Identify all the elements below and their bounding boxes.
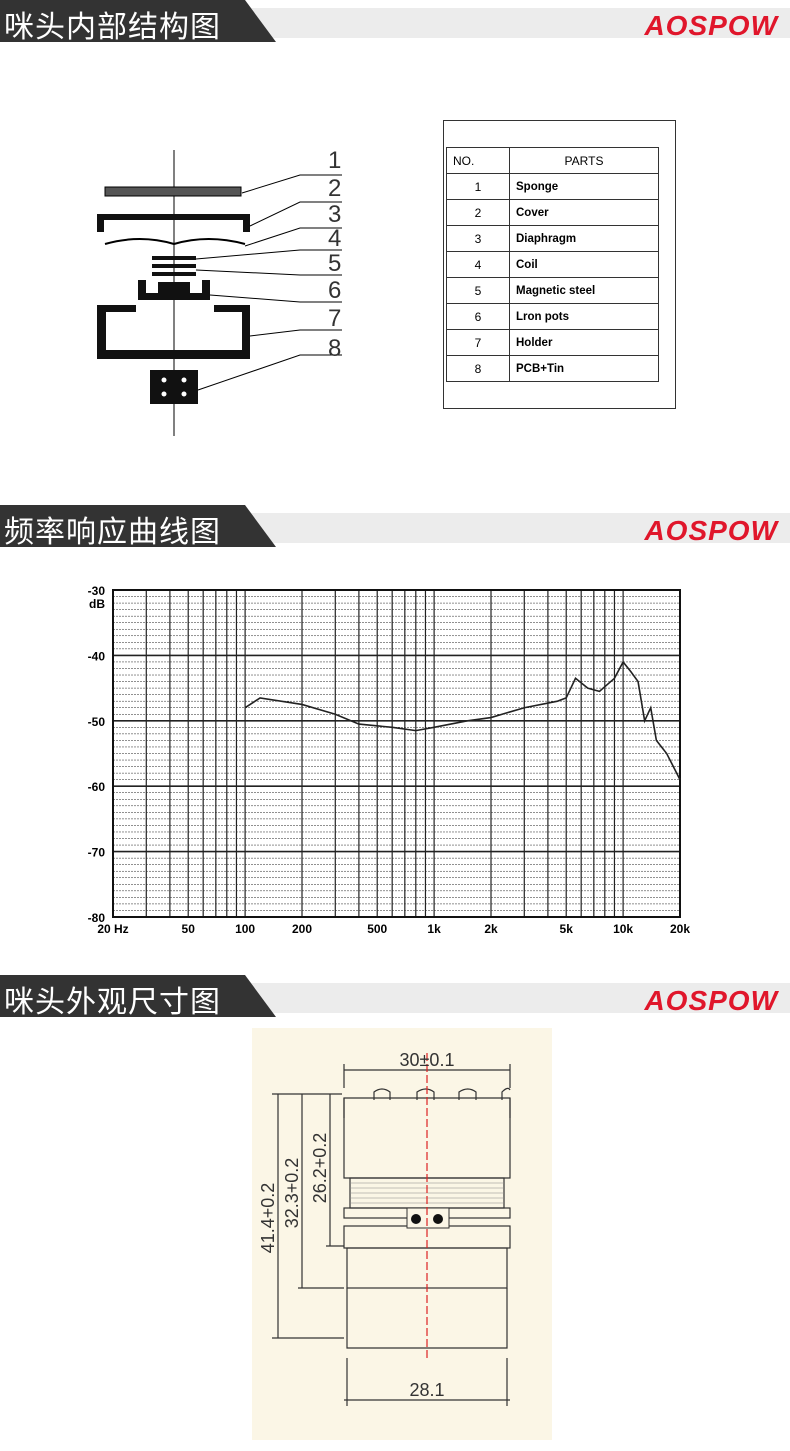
dim-bottom-width: 28.1	[409, 1380, 444, 1400]
part-no: 5	[446, 277, 510, 304]
brand-logo: AOSPOW	[644, 10, 778, 41]
callout-8: 8	[328, 335, 341, 362]
y-axis-label: dB	[89, 597, 105, 611]
callout-3: 3	[328, 201, 341, 228]
section-header-structure: 咪头内部结构图 AOSPOW	[0, 0, 790, 45]
table-row: 7 Holder	[446, 329, 659, 356]
dimension-drawing: 30±0.1 28.1 41.4+0.2 32.3+0.2 26.2+0.2	[252, 1028, 552, 1440]
dim-mid-height: 32.3+0.2	[282, 1158, 302, 1229]
part-name: Lron pots	[509, 303, 659, 330]
x-tick-label: 5k	[560, 922, 574, 936]
table-row: 3 Diaphragm	[446, 225, 659, 252]
dim-total-height: 41.4+0.2	[258, 1183, 278, 1254]
part-no: 7	[446, 329, 510, 356]
section-title: 频率响应曲线图	[4, 515, 221, 550]
part-no: 4	[446, 251, 510, 278]
section-header-frequency: 频率响应曲线图 AOSPOW	[0, 505, 790, 550]
table-row: 1 Sponge	[446, 173, 659, 200]
callout-1: 1	[328, 147, 341, 174]
part-no: 1	[446, 173, 510, 200]
brand-logo: AOSPOW	[644, 985, 778, 1016]
y-tick-label: -70	[88, 846, 106, 860]
table-row: 6 Lron pots	[446, 303, 659, 330]
y-tick-label: -40	[88, 649, 106, 663]
dim-top-width: 30±0.1	[400, 1050, 455, 1070]
callout-4: 4	[328, 225, 341, 252]
parts-table: NO. PARTS 1 Sponge 2 Cover 3 Diaphragm 4 Coil 5 Ma…	[446, 147, 659, 382]
x-tick-label: 20k	[670, 922, 690, 936]
plot-frame	[112, 589, 681, 918]
exploded-structure-diagram: 1 2 3 4 5 6 7 8	[97, 147, 342, 436]
part-name: Holder	[509, 329, 659, 356]
part-name: Magnetic steel	[509, 277, 659, 304]
section-header-dimensions: 咪头外观尺寸图 AOSPOW	[0, 975, 790, 1020]
x-tick-label: 500	[367, 922, 387, 936]
y-tick-label: -30	[88, 584, 106, 598]
part-name: PCB+Tin	[509, 355, 659, 382]
table-header-row: NO. PARTS	[446, 147, 659, 174]
section-title: 咪头内部结构图	[4, 10, 221, 45]
part-name: Diaphragm	[509, 225, 659, 252]
part-no: 2	[446, 199, 510, 226]
y-tick-label: -80	[88, 911, 106, 925]
part-no: 6	[446, 303, 510, 330]
y-tick-label: -60	[88, 780, 106, 794]
part-no: 8	[446, 355, 510, 382]
part-name: Coil	[509, 251, 659, 278]
table-row: 4 Coil	[446, 251, 659, 278]
part-name: Sponge	[509, 173, 659, 200]
header-parts: PARTS	[509, 147, 659, 174]
callout-5: 5	[328, 250, 341, 277]
x-tick-label: 50	[182, 922, 196, 936]
x-tick-label: 200	[292, 922, 312, 936]
dim-upper-height: 26.2+0.2	[310, 1133, 330, 1204]
part-no: 3	[446, 225, 510, 252]
table-row: 2 Cover	[446, 199, 659, 226]
x-tick-label: 10k	[613, 922, 633, 936]
table-row: 5 Magnetic steel	[446, 277, 659, 304]
brand-logo: AOSPOW	[644, 515, 778, 546]
response-curve	[244, 660, 681, 781]
y-tick-label: -50	[88, 715, 106, 729]
callout-2: 2	[328, 175, 341, 202]
frequency-response-chart: -30 -40 -50 -60 -70 -80 dB 20 Hz 50 100 200 500 1k 2k…	[88, 584, 691, 936]
parts-table-frame	[443, 120, 676, 409]
part-name: Cover	[509, 199, 659, 226]
callout-6: 6	[328, 277, 341, 304]
callout-7: 7	[328, 305, 341, 332]
x-tick-label: 100	[235, 922, 255, 936]
x-tick-label: 2k	[484, 922, 498, 936]
x-tick-label: 1k	[427, 922, 441, 936]
x-tick-label: 20 Hz	[97, 922, 128, 936]
table-row: 8 PCB+Tin	[446, 355, 659, 382]
section-title: 咪头外观尺寸图	[4, 985, 221, 1020]
header-no: NO.	[446, 147, 510, 174]
